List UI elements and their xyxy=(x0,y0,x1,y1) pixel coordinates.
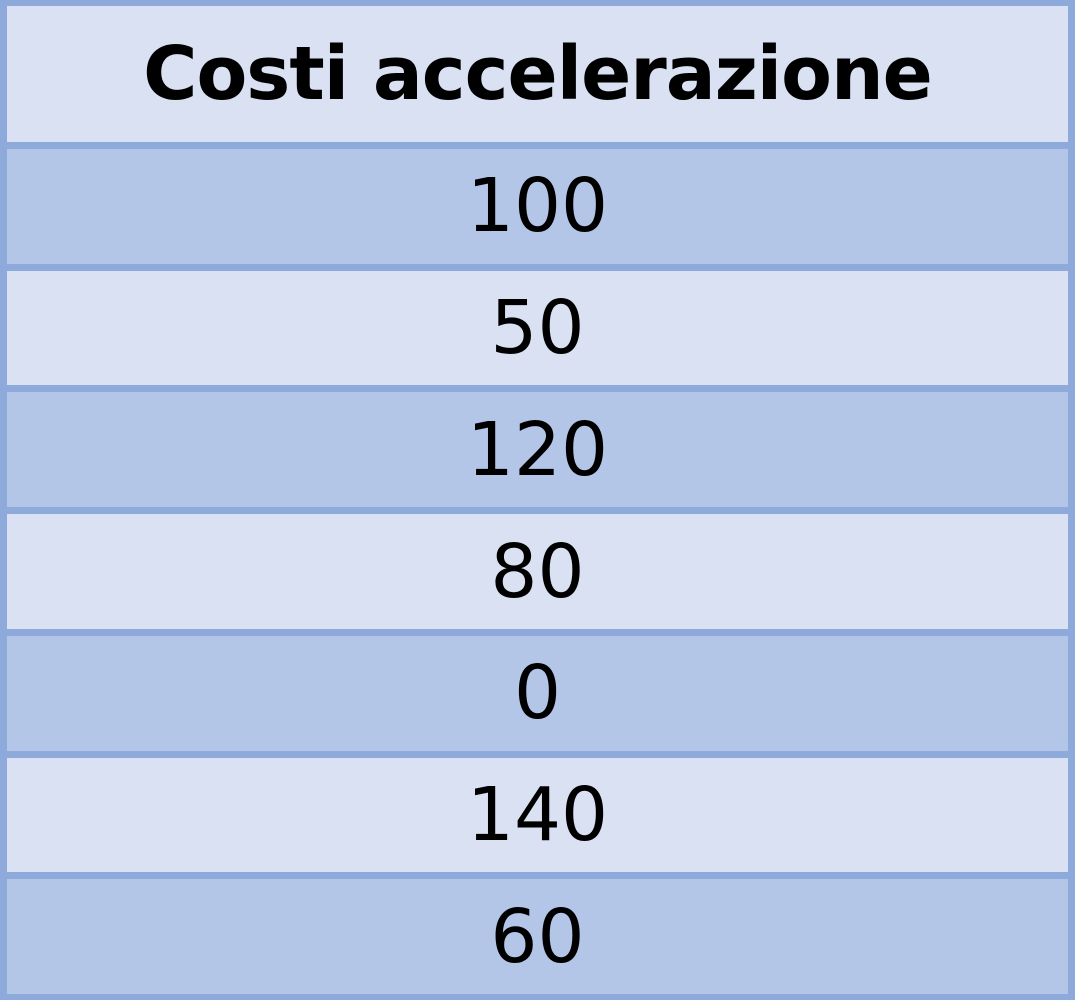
table-row: 0 xyxy=(7,635,1068,751)
table-row: 60 xyxy=(7,879,1068,995)
table-row: 50 xyxy=(7,270,1068,386)
table-row: 140 xyxy=(7,757,1068,873)
table-row: 120 xyxy=(7,392,1068,508)
table-row: 100 xyxy=(7,149,1068,264)
table-row: 80 xyxy=(7,514,1068,629)
table-header: Costi accelerazione xyxy=(7,6,1068,142)
